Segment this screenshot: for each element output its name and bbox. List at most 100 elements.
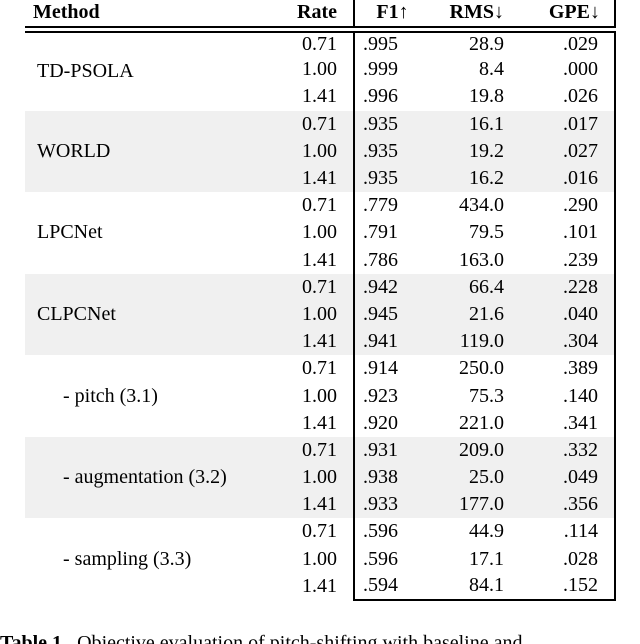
f1-cell: .995 bbox=[353, 29, 430, 57]
rate-cell: 0.71 bbox=[260, 110, 354, 138]
rms-cell: 163.0 bbox=[459, 248, 504, 271]
f1-cell: .923 bbox=[353, 382, 430, 410]
method-column-header: Method bbox=[25, 0, 260, 33]
rms-cell: 66.4 bbox=[430, 273, 510, 301]
rate-cell: 1.41 bbox=[302, 85, 337, 108]
table-row: - sampling (3.3) 0.71 .596 44.9 .114 bbox=[25, 518, 616, 570]
rate-cell: 1.00 bbox=[260, 464, 354, 492]
f1-cell: .596 bbox=[353, 518, 430, 546]
rms-cell: 84.1 bbox=[430, 572, 510, 601]
table-row: 1.00 .791 79.5 .101 bbox=[25, 219, 616, 247]
rate-cell: 1.41 bbox=[302, 411, 337, 434]
rate-cell: 1.41 bbox=[260, 491, 354, 519]
rate-cell: 0.71 bbox=[302, 32, 337, 55]
f1-cell: .931 bbox=[353, 436, 430, 464]
rms-cell: 21.6 bbox=[430, 300, 510, 329]
method-cell: TD-PSOLA bbox=[37, 60, 134, 83]
rate-cell: 1.41 bbox=[260, 328, 354, 356]
rate-cell: 1.00 bbox=[302, 547, 337, 570]
rms-column-header: RMS↓ bbox=[430, 0, 510, 33]
f1-cell: .779 bbox=[353, 192, 430, 220]
rate-cell: 1.41 bbox=[260, 164, 354, 193]
table-header: Method Rate F1↑ RMS↓ GPE↓ bbox=[25, 0, 616, 33]
method-cell: LPCNet bbox=[37, 221, 103, 244]
method-group: - sampling (3.3) 0.71 .596 44.9 .114 1.00 .596… bbox=[25, 518, 616, 601]
rate-cell: 1.00 bbox=[302, 221, 337, 244]
method-group: LPCNet 0.71.779 434.0.290 1.00.791 79.5.101 1… bbox=[25, 192, 616, 274]
f1-cell: .791 bbox=[353, 219, 430, 247]
f1-cell: .935 bbox=[353, 164, 430, 193]
table-row: 1.41 .594 84.1.152 bbox=[25, 572, 616, 601]
rate-cell: 0.71 bbox=[260, 273, 354, 301]
f1-cell: .938 bbox=[353, 464, 430, 492]
table-row: 1.41 .920 221.0 .341 bbox=[25, 409, 616, 437]
rms-cell: 221.0 bbox=[459, 411, 504, 434]
table-row: 1.00.935 19.2.027 bbox=[25, 137, 616, 165]
method-cell: - sampling (3.3) bbox=[63, 547, 192, 570]
gpe-cell: .140 bbox=[510, 382, 616, 410]
f1-cell: .594 bbox=[353, 572, 430, 601]
rate-cell: 1.00 bbox=[260, 137, 354, 165]
rate-cell: 0.71 bbox=[302, 194, 337, 217]
rms-cell: 25.0 bbox=[430, 464, 510, 492]
table-row: 1.00 .596 17.1 .028 bbox=[25, 545, 616, 573]
results-table: Method Rate F1↑ RMS↓ GPE↓ TD-PSOLA 0.71.9… bbox=[25, 0, 616, 601]
table-row: - pitch (3.1) 0.71 .914 250.0 .389 bbox=[25, 355, 616, 407]
rms-cell: 19.2 bbox=[430, 137, 510, 165]
method-cell: CLPCNet bbox=[25, 273, 260, 356]
f1-cell: .914 bbox=[353, 355, 430, 383]
gpe-cell: .228 bbox=[510, 273, 616, 301]
gpe-cell: .332 bbox=[510, 436, 616, 464]
rate-cell: 0.71 bbox=[260, 436, 354, 464]
table-row: - augmentation (3.2) 0.71.931 209.0.332 bbox=[25, 436, 616, 519]
gpe-cell: .239 bbox=[510, 246, 616, 274]
gpe-column-header: GPE↓ bbox=[510, 0, 616, 33]
table-row: 1.00.945 21.6.040 bbox=[25, 300, 616, 329]
gpe-cell: .341 bbox=[510, 409, 616, 437]
table-row: 1.00.938 25.0.049 bbox=[25, 464, 616, 492]
gpe-cell: .114 bbox=[510, 518, 616, 546]
rms-cell: 16.1 bbox=[430, 110, 510, 138]
f1-cell: .996 bbox=[353, 83, 430, 111]
rms-cell: 16.2 bbox=[430, 164, 510, 193]
method-group: WORLD 0.71.935 16.1.017 1.00.935 19.2.027 1.4… bbox=[25, 110, 616, 193]
rms-cell: 209.0 bbox=[430, 436, 510, 464]
table-caption: Table 1. Objective evaluation of pitch-sh… bbox=[0, 632, 640, 644]
table-row: 1.41.933 177.0.356 bbox=[25, 491, 616, 519]
table-header-row: Method Rate F1↑ RMS↓ GPE↓ bbox=[25, 0, 616, 33]
table-row: CLPCNet 0.71.942 66.4.228 bbox=[25, 273, 616, 356]
rms-cell: 44.9 bbox=[469, 520, 504, 543]
gpe-cell: .356 bbox=[510, 491, 616, 519]
rate-cell: 1.00 bbox=[260, 300, 354, 329]
rate-cell: 1.00 bbox=[302, 384, 337, 407]
f1-cell: .941 bbox=[353, 328, 430, 356]
table-row: LPCNet 0.71 .779 434.0 .290 bbox=[25, 192, 616, 243]
gpe-cell: .389 bbox=[510, 355, 616, 383]
table-row: 1.00 .923 75.3 .140 bbox=[25, 382, 616, 410]
rms-cell: 8.4 bbox=[479, 58, 504, 81]
f1-cell: .920 bbox=[353, 409, 430, 437]
gpe-cell: .016 bbox=[510, 164, 616, 193]
f1-column-header: F1↑ bbox=[353, 0, 430, 33]
method-cell: WORLD bbox=[25, 110, 260, 193]
f1-cell: .935 bbox=[353, 110, 430, 138]
table-row: 1.41.941 119.0.304 bbox=[25, 328, 616, 356]
gpe-cell: .000 bbox=[510, 56, 616, 84]
method-group: CLPCNet 0.71.942 66.4.228 1.00.945 21.6.040 1… bbox=[25, 273, 616, 356]
table-row: 1.41 .996 19.8 .026 bbox=[25, 83, 616, 111]
gpe-cell: .290 bbox=[510, 192, 616, 220]
f1-cell: .942 bbox=[353, 273, 430, 301]
gpe-cell: .040 bbox=[510, 300, 616, 329]
gpe-cell: .304 bbox=[510, 328, 616, 356]
rate-column-header: Rate bbox=[260, 0, 354, 33]
method-group: TD-PSOLA 0.71.995 28.9.029 1.00.999 8.4.000 1… bbox=[25, 29, 616, 111]
rms-cell: 19.8 bbox=[469, 85, 504, 108]
table-row: 1.41.935 16.2.016 bbox=[25, 164, 616, 193]
gpe-cell: .101 bbox=[510, 219, 616, 247]
rms-cell: 434.0 bbox=[459, 194, 504, 217]
f1-cell: .933 bbox=[353, 491, 430, 519]
rms-cell: 177.0 bbox=[430, 491, 510, 519]
gpe-cell: .028 bbox=[510, 545, 616, 573]
f1-cell: .786 bbox=[353, 246, 430, 274]
